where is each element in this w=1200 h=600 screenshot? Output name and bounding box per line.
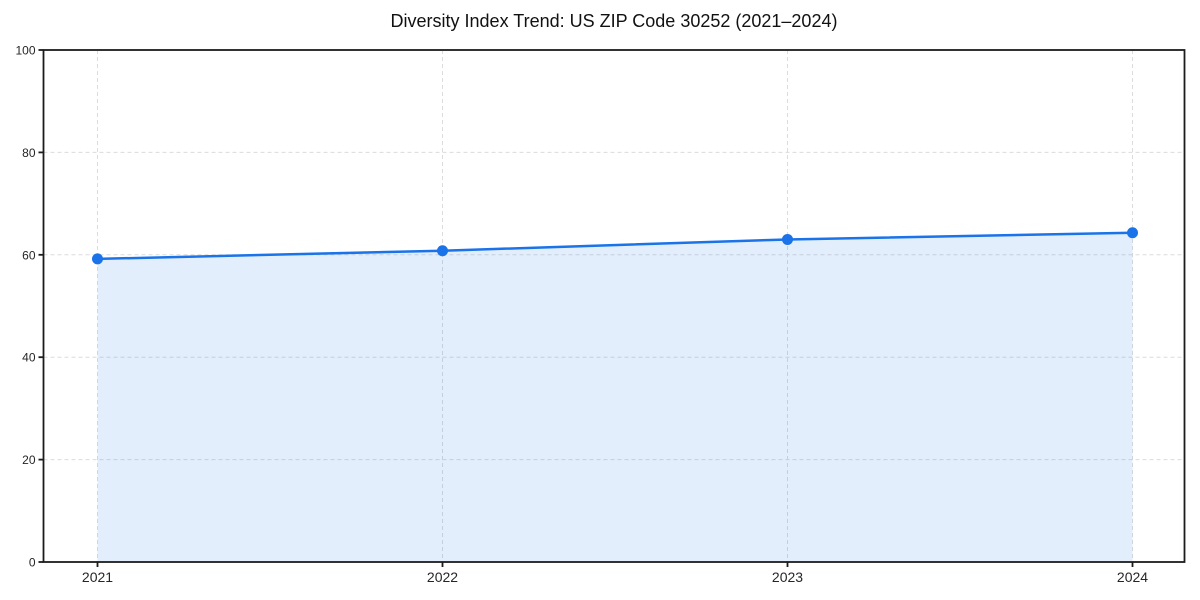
plot-border: [42, 49, 1186, 563]
data-point-2023: [782, 233, 793, 245]
chart-title: Diversity Index Trend: US ZIP Code 30252…: [390, 11, 838, 31]
trend-line: [96, 231, 1134, 261]
y-tick-label-100: 100: [15, 44, 35, 58]
area-fill: [97, 232, 1133, 562]
data-point-2024: [1127, 227, 1138, 239]
y-tick-label-60: 60: [22, 248, 36, 262]
data-point-2021: [92, 253, 103, 265]
x-tick-label-2023: 2023: [772, 569, 803, 585]
y-tick-label-40: 40: [22, 351, 36, 365]
y-tick-label-0: 0: [29, 556, 36, 570]
y-tick-label-20: 20: [22, 453, 36, 467]
x-tick-label-2022: 2022: [427, 569, 458, 585]
x-tick-label-2021: 2021: [82, 569, 113, 585]
data-point-2022: [437, 245, 448, 257]
x-tick-label-2024: 2024: [1117, 569, 1148, 585]
y-tick-label-80: 80: [22, 146, 36, 160]
